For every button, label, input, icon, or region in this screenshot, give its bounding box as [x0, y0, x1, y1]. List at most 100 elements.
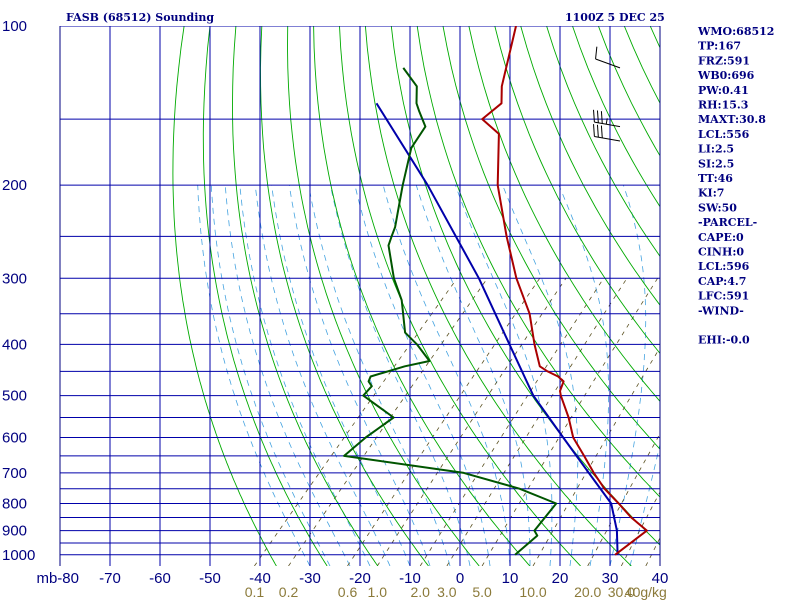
wind-barb-flag	[600, 111, 603, 124]
moist-adiabat	[415, 185, 531, 566]
wind-barb-staff	[594, 135, 621, 142]
moist-adiabat	[197, 185, 311, 566]
index-line: -PARCEL-	[698, 216, 757, 229]
mixing-ratio-label: 2.0	[410, 584, 430, 600]
mixing-ratio-line	[376, 278, 567, 566]
dry-adiabat	[313, 26, 531, 566]
chart-time: 1100Z 5 DEC 25	[565, 11, 665, 24]
temperature-tick-label: 20	[552, 570, 569, 587]
temperature-tick-label: -60	[149, 570, 171, 587]
index-line: PW:0.41	[698, 84, 749, 97]
temperature-tick-label: -20	[349, 570, 371, 587]
pressure-tick-label: 500	[2, 388, 27, 405]
pressure-tick-label: 900	[2, 523, 27, 540]
dry-adiabat	[287, 26, 480, 566]
dewpoint-profile	[343, 67, 558, 556]
index-line: LCL:596	[698, 260, 750, 273]
mixing-ratio-label: 0.6	[338, 584, 358, 600]
index-line: LCL:556	[698, 128, 750, 141]
index-line: CINH:0	[698, 246, 744, 259]
pressure-tick-label: 400	[2, 336, 27, 353]
temperature-tick-label: mb-80	[36, 570, 79, 587]
index-line: RH:15.3	[698, 99, 748, 112]
wind-barb-flag	[595, 46, 598, 60]
dry-adiabat	[339, 26, 581, 566]
pressure-tick-label: 800	[2, 496, 27, 513]
dry-adiabat	[442, 26, 660, 450]
temperature-tick-label: 10	[502, 570, 519, 587]
wind-barb	[595, 46, 621, 69]
index-line: LFC:591	[698, 290, 749, 303]
index-line: LI:2.5	[698, 143, 734, 156]
mixing-ratio-line	[481, 278, 658, 566]
mixing-ratio-label: 20.0	[574, 584, 601, 600]
index-line: EHI:-0.0	[698, 334, 750, 347]
mixing-ratio-line	[254, 278, 458, 566]
index-line: WMO:68512	[697, 25, 774, 38]
dry-adiabat	[520, 26, 660, 306]
index-line: -WIND-	[698, 304, 744, 317]
wind-barb-staff	[595, 58, 621, 69]
wind-barb-half-flag	[605, 118, 608, 125]
mixing-ratio-label: 30.0	[608, 584, 635, 600]
wind-barb-flag	[596, 124, 599, 138]
index-line: TT:46	[698, 172, 733, 185]
dry-adiabat	[364, 26, 632, 566]
pressure-tick-label: 600	[2, 429, 27, 446]
pressure-tick-label: 300	[2, 270, 27, 287]
mixing-ratio-line	[446, 278, 628, 566]
index-line: CAPE:0	[698, 231, 744, 244]
moist-adiabat	[254, 185, 391, 566]
mixing-ratio-line	[419, 278, 604, 566]
temperature-tick-label: -50	[199, 570, 221, 587]
mixing-ratio-label: 5.0	[472, 584, 492, 600]
dry-adiabat	[260, 26, 429, 566]
index-line: CAP:4.7	[698, 275, 746, 288]
index-line: TP:167	[698, 40, 741, 53]
index-line: SI:2.5	[698, 157, 734, 170]
moist-adiabat	[210, 185, 331, 566]
moist-adiabat	[502, 185, 579, 566]
pressure-tick-label: 100	[2, 18, 27, 35]
mixing-ratio-label: 1.0	[368, 584, 388, 600]
pressure-tick-label: 1000	[2, 547, 35, 564]
dry-adiabat	[416, 26, 660, 498]
moist-adiabat	[308, 185, 451, 566]
wind-barb	[593, 109, 621, 128]
temperature-tick-label: -30	[299, 570, 321, 587]
wind-barb-flag	[600, 125, 603, 138]
temperature-tick-label: -40	[249, 570, 271, 587]
moist-adiabat	[558, 185, 609, 566]
temperature-tick-label: 30	[602, 570, 619, 587]
moist-adiabat	[382, 185, 511, 566]
index-line: MAXT:30.8	[698, 113, 766, 126]
moist-adiabat	[239, 185, 371, 566]
sounding-profiles	[343, 26, 648, 556]
mixing-ratio-label: 40g/kg	[625, 584, 667, 600]
dry-adiabat	[468, 26, 660, 403]
temperature-profile	[481, 26, 648, 556]
moist-adiabat	[288, 185, 431, 566]
wind-barb-flag	[596, 110, 599, 123]
wind-barb-flag	[593, 124, 595, 137]
index-line: SW:50	[698, 201, 737, 214]
mixing-ratio-label: 10.0	[519, 584, 546, 600]
index-line: KI:7	[698, 187, 724, 200]
moist-adiabat	[330, 185, 471, 566]
moist-adiabat	[354, 185, 491, 566]
dry-adiabat	[546, 26, 660, 258]
parcel-profile	[375, 102, 619, 555]
mixing-ratio-line	[288, 278, 488, 566]
pressure-tick-label: 700	[2, 465, 27, 482]
temperature-tick-label: 0	[456, 570, 464, 587]
dry-adiabat	[172, 26, 277, 566]
wind-barb-staff	[594, 121, 621, 128]
wind-barb-flag	[593, 109, 595, 123]
temperature-tick-label: -70	[99, 570, 121, 587]
wind-barb	[593, 124, 621, 142]
dry-adiabat	[494, 26, 660, 355]
